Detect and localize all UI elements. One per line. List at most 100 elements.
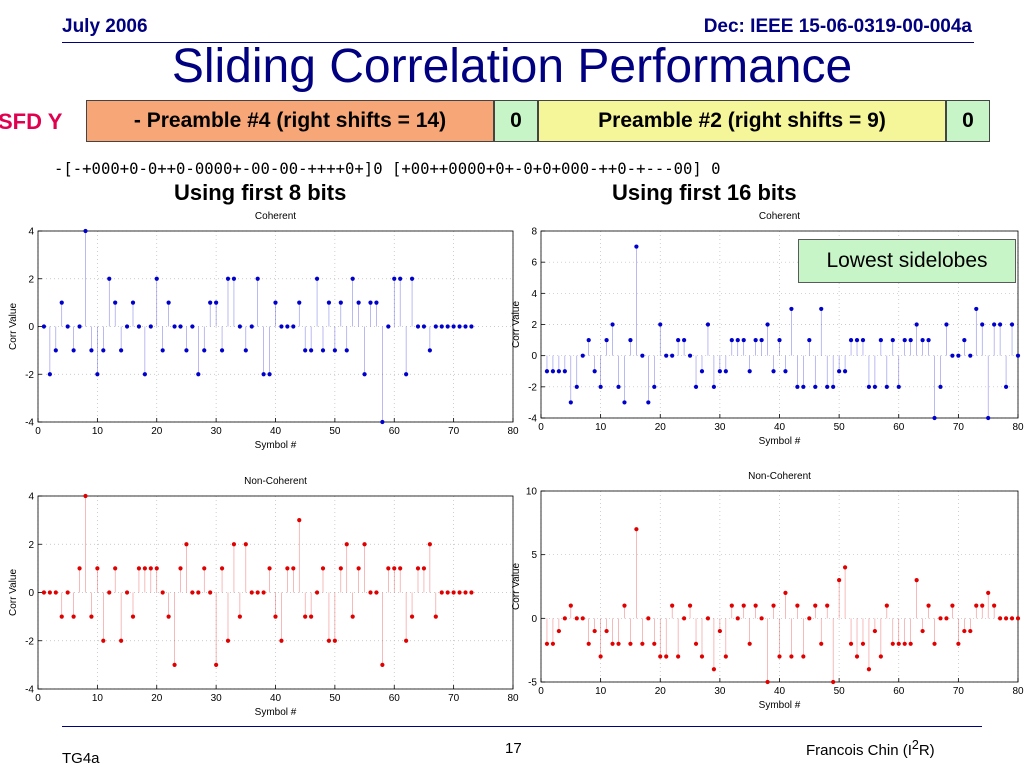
data-point [267,566,272,571]
data-point [261,372,266,377]
zero-segment-1: 0 [494,100,538,142]
chart-2: 0 10 20 30 40 50 60 70 80 -4 -2 0 2 4 6 8 Coherent Symbol… [511,211,1024,447]
data-point [208,300,213,305]
data-point [854,654,860,659]
data-point [178,566,183,571]
y-tick-label: 0 [28,588,34,599]
data-point [759,616,764,621]
data-point [409,614,415,619]
x-tick-label: 10 [92,693,104,704]
data-point [950,603,955,608]
data-point [556,369,561,374]
data-point [196,590,201,595]
data-point [610,641,615,646]
data-point [356,566,361,571]
data-point [421,324,427,329]
x-tick-label: 80 [1012,422,1024,433]
data-point [968,353,973,358]
data-point [980,322,985,327]
chart-title: Non-Coherent [748,471,811,482]
data-point [676,337,681,343]
data-point [285,324,290,329]
data-point [231,542,237,547]
data-point [848,641,854,646]
data-point [469,590,474,595]
y-axis-label: Corr Value [511,563,522,610]
data-point [616,641,621,646]
data-point [807,616,812,621]
data-point [962,628,967,634]
data-point [130,300,136,305]
data-point [938,384,943,389]
data-point [249,590,254,595]
x-tick-label: 30 [211,426,223,437]
data-point [777,654,782,659]
header-date: July 2006 [62,16,148,37]
data-point [178,324,183,329]
data-point [664,654,669,659]
data-point [386,566,391,571]
data-point [837,578,842,583]
data-point [231,276,237,281]
data-point [219,566,225,571]
data-point [819,306,824,312]
data-point [932,641,937,646]
author-name: Francois Chin (I [806,742,912,759]
data-point [950,353,955,358]
x-axis-label: Symbol # [255,707,297,718]
data-point [445,324,450,329]
data-point [842,565,848,570]
data-point [562,369,567,374]
data-point [83,228,88,234]
x-tick-label: 40 [270,426,282,437]
data-point [622,603,627,608]
data-point [237,614,242,619]
subtitle-first-8-bits: Using first 8 bits [174,180,347,205]
y-tick-label: 2 [531,320,537,331]
data-point [433,614,438,619]
x-tick-label: 80 [1012,686,1024,697]
x-tick-label: 0 [538,422,544,433]
data-point [243,348,248,353]
data-point [646,616,651,621]
data-point [670,353,675,358]
data-point [404,638,409,643]
chart-4: 0 10 20 30 40 50 60 70 80-50510Non-CoherentSymbo… [511,471,1024,711]
data-point [451,324,456,329]
data-point [113,300,118,305]
data-point [902,641,907,646]
chart-1: 0 10 20 30 40 50 60 70 80 -4 -2 0 2 4 Coherent Symbol #… [8,211,519,451]
data-point [735,616,740,621]
data-point [202,566,207,571]
data-point [142,566,147,571]
data-point [998,322,1003,327]
data-point [368,590,373,595]
data-point [279,638,284,643]
data-point [914,322,919,327]
x-tick-label: 30 [714,422,726,433]
data-point [926,603,931,608]
data-point [986,590,991,595]
data-point [837,369,842,374]
data-point [968,628,973,634]
data-point [580,616,585,621]
data-point [670,603,675,608]
data-point [326,300,332,305]
data-point [136,566,142,571]
data-point [386,324,391,329]
x-tick-label: 10 [595,422,607,433]
data-point [47,372,52,377]
data-point [974,306,979,312]
x-tick-label: 0 [538,686,544,697]
x-tick-label: 0 [35,426,41,437]
data-point [735,337,740,343]
data-point [119,638,124,643]
data-point [53,590,58,595]
data-point [634,527,639,532]
data-point [344,542,349,547]
data-point [634,244,639,249]
data-point [65,590,70,595]
data-point [890,641,895,646]
data-point [326,638,332,643]
data-point [908,337,913,343]
